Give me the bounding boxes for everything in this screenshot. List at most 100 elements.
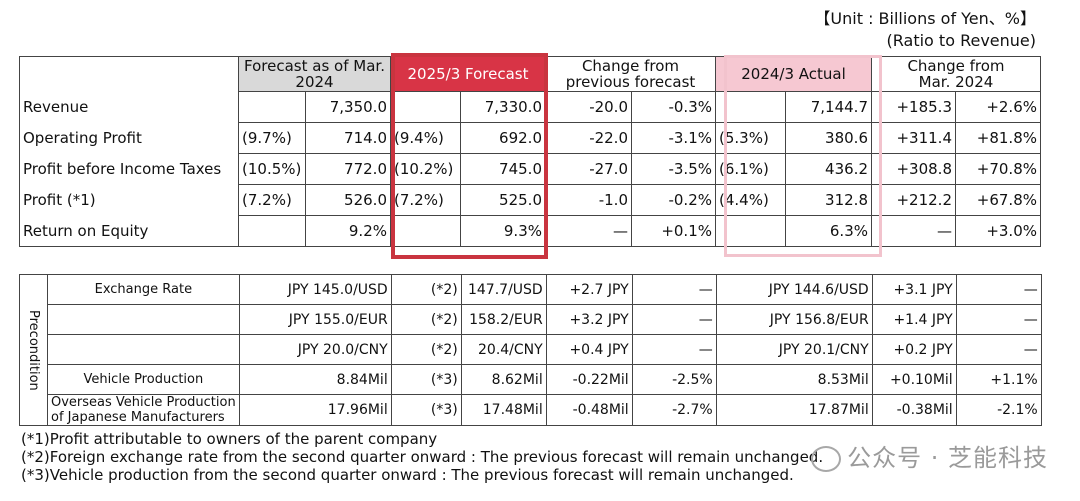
header-change-prev-line2: previous forecast	[565, 73, 696, 91]
value-cell: -0.38Mil	[871, 394, 957, 426]
ratio-cell: (10.5%)	[238, 153, 306, 185]
header-blank	[19, 56, 239, 92]
table-row: Operating Profit (9.7%) 714.0 (9.4%) 692…	[19, 122, 1041, 154]
value-cell: +3.2 JPY	[545, 304, 633, 335]
value-cell: 526.0	[305, 184, 391, 216]
value-cell: +0.2 JPY	[871, 334, 957, 365]
currency-label: JPY	[297, 341, 319, 358]
value-cell: +3.1 JPY	[871, 274, 957, 305]
table-row: Return on Equity 9.2% 9.3% — +0.1% 6.3% …	[19, 215, 1041, 247]
table-row: Profit (*1) (7.2%) 526.0 (7.2%) 525.0 -1…	[19, 184, 1041, 216]
value-cell: 147.7/USD	[460, 274, 547, 305]
ratio-cell: (10.2%)	[390, 153, 461, 185]
value-cell: JPY 155.0/EUR	[238, 304, 392, 335]
note-cell: (*3)	[390, 364, 462, 395]
value-text: 145.0/USD	[312, 281, 388, 298]
row-label: Profit before Income Taxes	[19, 153, 239, 185]
ratio-cell	[390, 91, 461, 123]
ratio-cell: (7.2%)	[390, 184, 461, 216]
table-row: Overseas Vehicle Production of Japanese …	[20, 394, 1042, 426]
value-cell: -22.0	[545, 122, 632, 154]
header-forecast-mar-line1: Forecast as of Mar.	[244, 57, 385, 75]
currency-label: JPY	[778, 341, 800, 358]
value-cell: +185.3	[871, 91, 956, 123]
value-cell: 17.87Mil	[715, 394, 873, 426]
value-cell: 8.62Mil	[460, 364, 547, 395]
header-change-prev-line1: Change from	[581, 57, 680, 75]
table-row: Vehicle Production 8.84Mil (*3) 8.62Mil …	[20, 364, 1042, 395]
table-row: JPY 20.0/CNY (*2) 20.4/CNY +0.4 JPY — JP…	[20, 334, 1042, 365]
value-cell: —	[955, 304, 1042, 335]
note-cell: (*3)	[390, 394, 462, 426]
value-cell: —	[631, 274, 717, 305]
value-cell: JPY 156.8/EUR	[715, 304, 873, 335]
value-cell: JPY 20.0/CNY	[238, 334, 392, 365]
note-cell: (*2)	[390, 304, 462, 335]
value-cell: JPY 145.0/USD	[238, 274, 392, 305]
table-row: Revenue 7,350.0 7,330.0 -20.0 -0.3% 7,14…	[19, 91, 1041, 123]
precondition-label: Precondition	[19, 274, 48, 426]
forecast-table: Forecast as of Mar. 2024 2025/3 Forecast…	[19, 56, 1041, 247]
footnote-2: (*2)Foreign exchange rate from the secon…	[21, 448, 824, 466]
footnote-3: (*3)Vehicle production from the second q…	[21, 466, 794, 484]
value-cell: +0.1%	[631, 215, 716, 247]
value-cell: 17.96Mil	[238, 394, 392, 426]
value-cell: 7,144.7	[785, 91, 872, 123]
value-cell: —	[631, 304, 717, 335]
row-label	[47, 334, 240, 365]
value-cell: —	[955, 334, 1042, 365]
value-cell: -0.2%	[631, 184, 716, 216]
value-cell: 7,330.0	[460, 91, 546, 123]
row-label: Return on Equity	[19, 215, 239, 247]
watermark-text: 公众号 · 芝能科技	[847, 444, 1048, 472]
value-cell: +0.4 JPY	[545, 334, 633, 365]
value-cell: -27.0	[545, 153, 632, 185]
value-text: 155.0/EUR	[314, 311, 388, 328]
value-cell: 17.48Mil	[460, 394, 547, 426]
value-cell: -1.0	[545, 184, 632, 216]
value-cell: +1.4 JPY	[871, 304, 957, 335]
value-cell: -2.7%	[631, 394, 717, 426]
ratio-cell	[715, 215, 786, 247]
ratio-cell	[715, 91, 786, 123]
value-cell: —	[631, 334, 717, 365]
value-cell: +3.0%	[955, 215, 1041, 247]
value-cell: 380.6	[785, 122, 872, 154]
header-row: Forecast as of Mar. 2024 2025/3 Forecast…	[19, 56, 1041, 92]
header-change-mar: Change from Mar. 2024	[871, 56, 1041, 92]
ratio-cell: (5.3%)	[715, 122, 786, 154]
value-cell: —	[955, 274, 1042, 305]
value-cell: -20.0	[545, 91, 632, 123]
value-cell: JPY 20.1/CNY	[715, 334, 873, 365]
value-cell: +2.7 JPY	[545, 274, 633, 305]
header-actual-2024: 2024/3 Actual	[715, 56, 872, 92]
value-cell: 158.2/EUR	[460, 304, 547, 335]
footnotes: (*1)Profit attributable to owners of the…	[21, 430, 823, 484]
ratio-cell: (7.2%)	[238, 184, 306, 216]
note-cell: (*2)	[390, 334, 462, 365]
header-change-mar-line1: Change from	[907, 57, 1005, 75]
value-cell: 525.0	[460, 184, 546, 216]
value-cell: -0.22Mil	[545, 364, 633, 395]
footnote-1: (*1)Profit attributable to owners of the…	[21, 430, 438, 448]
value-cell: 692.0	[460, 122, 546, 154]
value-cell: +2.6%	[955, 91, 1041, 123]
value-cell: 9.2%	[305, 215, 391, 247]
currency-label: JPY	[769, 311, 791, 328]
value-cell: —	[545, 215, 632, 247]
unit-note: 【Unit : Billions of Yen、%】 (Ratio to Rev…	[814, 8, 1036, 52]
value-text: 144.6/USD	[793, 281, 869, 298]
value-cell: +212.2	[871, 184, 956, 216]
value-cell: -0.48Mil	[545, 394, 633, 426]
value-cell: 714.0	[305, 122, 391, 154]
value-text: 20.0/CNY	[323, 341, 388, 358]
table-row: JPY 155.0/EUR (*2) 158.2/EUR +3.2 JPY — …	[20, 304, 1042, 335]
value-cell: JPY 144.6/USD	[715, 274, 873, 305]
value-cell: -3.1%	[631, 122, 716, 154]
note-cell: (*2)	[390, 274, 462, 305]
row-label: Operating Profit	[19, 122, 239, 154]
row-label: Revenue	[19, 91, 239, 123]
value-cell: -2.1%	[955, 394, 1042, 426]
header-change-mar-line2: Mar. 2024	[918, 73, 994, 91]
unit-line-1: 【Unit : Billions of Yen、%】	[814, 9, 1036, 28]
